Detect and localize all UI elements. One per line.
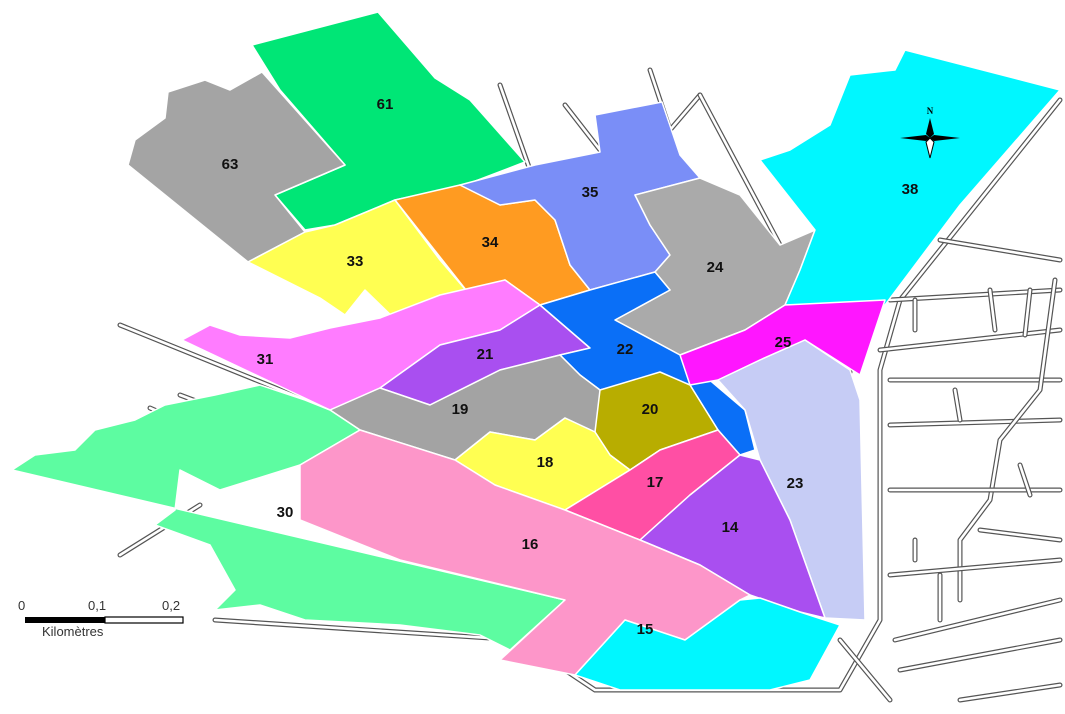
district-15-area[interactable]	[574, 597, 841, 691]
district-38-area[interactable]	[759, 49, 1061, 306]
district-label: 17	[647, 474, 664, 491]
north-label: N	[927, 106, 934, 116]
west-arrow-icon	[900, 135, 930, 141]
district-label: 15	[637, 621, 654, 638]
district-label: 19	[452, 401, 469, 418]
scale-bar: 0 0,1 0,2 Kilomètres	[18, 598, 184, 639]
scale-bar-segment-1	[25, 617, 105, 623]
district-30-area[interactable]	[11, 384, 566, 651]
scale-tick-0: 0	[18, 598, 25, 613]
district-label: 20	[642, 401, 659, 418]
district-label: 33	[347, 253, 364, 270]
district-label: 61	[377, 96, 394, 113]
district-label: 24	[707, 259, 724, 276]
district-label: 31	[257, 351, 274, 368]
north-arrow: N	[900, 106, 960, 159]
scale-tick-2: 0,2	[162, 598, 180, 613]
district-label: 35	[582, 184, 599, 201]
district-label: 21	[477, 346, 494, 363]
district-label: 25	[775, 334, 792, 351]
district-63-area[interactable]	[127, 71, 346, 263]
district-label: 23	[787, 475, 804, 492]
north-arrow-icon	[926, 118, 934, 138]
district-label: 14	[722, 519, 739, 536]
district-label: 34	[482, 234, 499, 251]
district-labels: 61 63 33 34 35 24 38 31 21 22 25 19 20 1…	[222, 96, 919, 638]
district-23-area[interactable]	[717, 339, 866, 621]
east-arrow-icon	[930, 135, 960, 141]
district-layer	[11, 11, 1061, 691]
scale-unit-label: Kilomètres	[42, 624, 104, 639]
district-label: 22	[617, 341, 634, 358]
district-label: 63	[222, 156, 239, 173]
district-label: 16	[522, 536, 539, 553]
district-label: 38	[902, 181, 919, 198]
scale-bar-segment-2	[104, 616, 184, 624]
district-label: 30	[277, 504, 294, 521]
district-label: 18	[537, 454, 554, 471]
scale-tick-1: 0,1	[88, 598, 106, 613]
